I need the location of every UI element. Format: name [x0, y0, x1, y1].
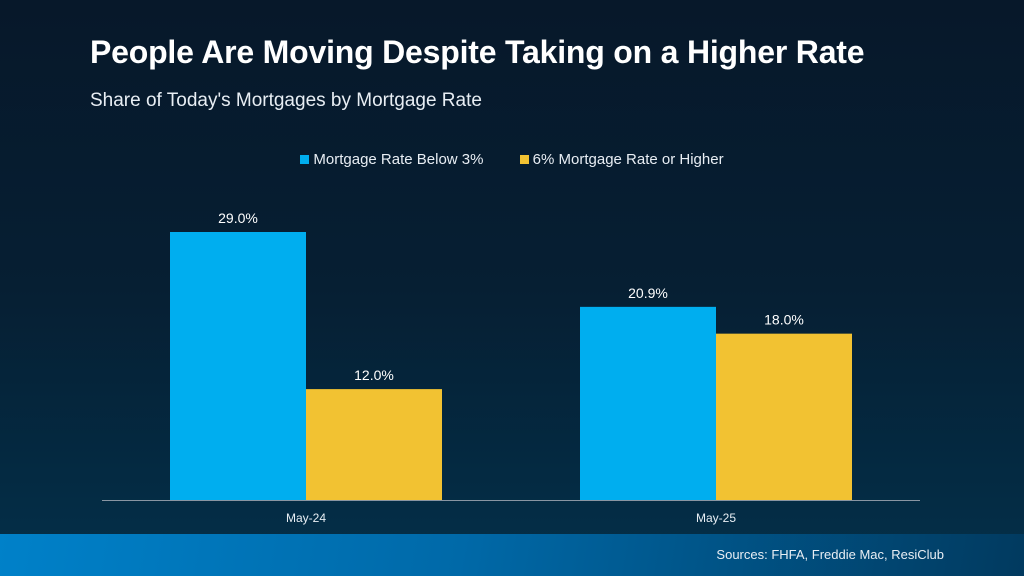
data-label: 12.0%: [354, 367, 394, 383]
legend-swatch-6-or-higher: [519, 155, 529, 164]
legend-label: Mortgage Rate Below 3%: [313, 151, 484, 168]
legend-label: 6% Mortgage Rate or Higher: [532, 151, 724, 168]
legend-swatch-below-3: [300, 155, 310, 164]
footer-band: Sources: FHFA, Freddie Mac, ResiClub: [0, 534, 1024, 576]
bar: [306, 389, 442, 500]
legend-item-6-or-higher: 6% Mortgage Rate or Higher: [519, 151, 724, 168]
source-note: Sources: FHFA, Freddie Mac, ResiClub: [716, 547, 944, 562]
data-label: 18.0%: [764, 312, 804, 328]
bar: [580, 306, 716, 500]
data-label: 29.0%: [218, 210, 258, 226]
bar: [170, 232, 306, 500]
legend: Mortgage Rate Below 3% 6% Mortgage Rate …: [0, 151, 1024, 168]
data-label: 20.9%: [628, 285, 668, 301]
chart-title: People Are Moving Despite Taking on a Hi…: [90, 34, 865, 70]
bar: [716, 333, 852, 500]
x-tick-label: May-25: [696, 511, 736, 525]
chart-subtitle: Share of Today's Mortgages by Mortgage R…: [90, 90, 482, 111]
bar-chart: 29.0% 12.0% May-24 20.9% 18.0% May-25: [102, 210, 920, 525]
legend-item-below-3: Mortgage Rate Below 3%: [300, 151, 483, 168]
x-tick-label: May-24: [286, 511, 326, 525]
